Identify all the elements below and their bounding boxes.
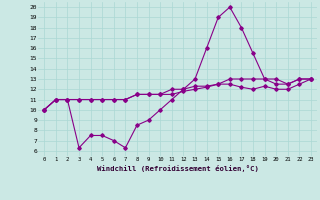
X-axis label: Windchill (Refroidissement éolien,°C): Windchill (Refroidissement éolien,°C) xyxy=(97,165,259,172)
